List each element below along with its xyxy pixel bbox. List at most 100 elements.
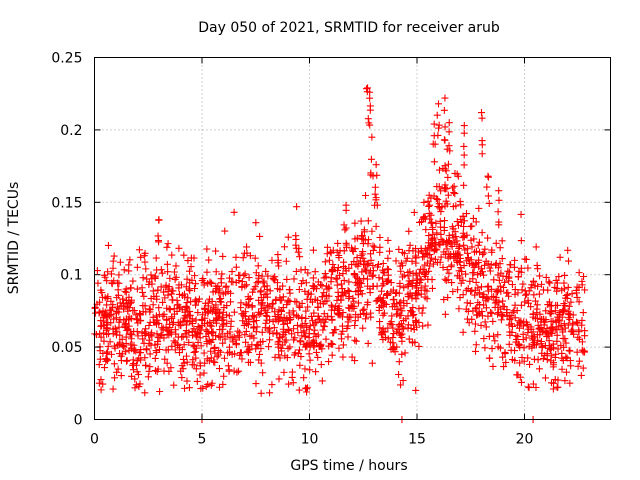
data-point — [483, 183, 491, 191]
data-point — [288, 368, 296, 376]
data-point — [384, 236, 392, 244]
data-point — [487, 260, 495, 268]
data-point — [335, 251, 343, 259]
data-point — [284, 233, 292, 241]
data-point — [460, 161, 468, 169]
data-point — [537, 340, 545, 348]
data-point — [473, 304, 481, 312]
data-point — [192, 316, 200, 324]
data-point — [415, 318, 423, 326]
data-point — [434, 196, 442, 204]
data-point — [560, 300, 568, 308]
data-point — [225, 343, 233, 351]
data-point — [115, 340, 123, 348]
data-point — [144, 373, 152, 381]
data-point — [449, 184, 457, 192]
data-point — [481, 245, 489, 253]
data-point — [421, 286, 429, 294]
data-point — [219, 339, 227, 347]
data-point — [368, 359, 376, 367]
data-point — [133, 316, 141, 324]
data-point — [228, 268, 236, 276]
data-point — [360, 257, 368, 265]
data-point — [513, 335, 521, 343]
data-point — [462, 270, 470, 278]
data-point — [203, 338, 211, 346]
data-point — [459, 234, 467, 242]
data-point — [107, 350, 115, 358]
data-point — [194, 323, 202, 331]
data-point — [452, 233, 460, 241]
data-point — [292, 267, 300, 275]
data-point — [426, 201, 434, 209]
data-point — [328, 351, 336, 359]
data-point — [216, 326, 224, 334]
data-point — [431, 245, 439, 253]
data-point — [266, 336, 274, 344]
data-point — [279, 341, 287, 349]
data-point — [444, 160, 452, 168]
data-point — [154, 338, 162, 346]
data-point — [334, 239, 342, 247]
data-point — [367, 155, 375, 163]
data-point — [263, 301, 271, 309]
data-point — [453, 257, 461, 265]
data-point — [395, 329, 403, 337]
data-point — [99, 293, 107, 301]
data-point — [521, 287, 529, 295]
data-point — [99, 317, 107, 325]
data-point — [435, 121, 443, 129]
data-point — [536, 272, 544, 280]
data-point — [510, 307, 518, 315]
data-point — [371, 183, 379, 191]
data-point — [519, 330, 527, 338]
data-point — [415, 305, 423, 313]
data-point — [358, 290, 366, 298]
data-point — [165, 331, 173, 339]
data-point — [474, 311, 482, 319]
data-point — [405, 227, 413, 235]
data-point — [553, 279, 561, 287]
data-point — [482, 257, 490, 265]
data-point — [146, 350, 154, 358]
data-point — [547, 308, 555, 316]
data-point — [141, 328, 149, 336]
data-point — [283, 275, 291, 283]
data-point — [277, 314, 285, 322]
data-point — [445, 128, 453, 136]
data-point — [395, 245, 403, 253]
data-point — [160, 288, 168, 296]
data-point — [531, 282, 539, 290]
data-point — [352, 273, 360, 281]
data-point — [511, 301, 519, 309]
data-point — [445, 119, 453, 127]
data-point — [137, 253, 145, 261]
data-point — [311, 283, 319, 291]
data-point — [212, 332, 220, 340]
data-point — [301, 287, 309, 295]
data-point — [366, 121, 374, 129]
data-point — [504, 267, 512, 275]
data-point — [124, 307, 132, 315]
data-point — [418, 218, 426, 226]
data-point — [131, 384, 139, 392]
data-point — [270, 324, 278, 332]
data-point — [573, 348, 581, 356]
data-point — [230, 208, 238, 216]
data-point — [223, 311, 231, 319]
data-point — [352, 288, 360, 296]
data-point — [342, 224, 350, 232]
data-point — [232, 339, 240, 347]
data-point — [505, 268, 513, 276]
data-point — [456, 258, 464, 266]
data-point — [304, 269, 312, 277]
data-point — [471, 305, 479, 313]
data-point — [213, 353, 221, 361]
data-point — [422, 226, 430, 234]
data-point — [530, 291, 538, 299]
data-point — [175, 244, 183, 252]
data-point — [460, 223, 468, 231]
data-point — [280, 368, 288, 376]
data-point — [479, 293, 487, 301]
data-point — [158, 324, 166, 332]
